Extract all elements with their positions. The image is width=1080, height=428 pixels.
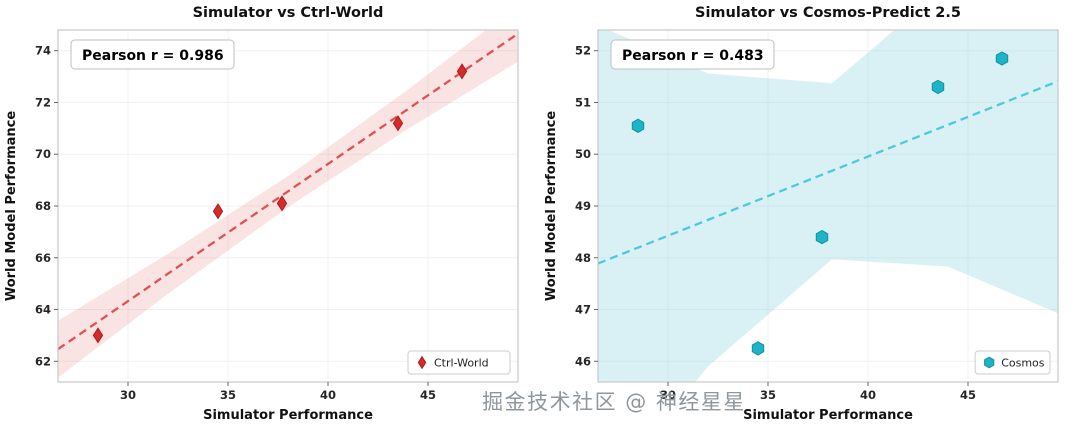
- chart-title: Simulator vs Ctrl-World: [193, 5, 384, 21]
- x-tick-label: 30: [660, 388, 676, 402]
- legend-box: [407, 350, 511, 375]
- data-point: [931, 79, 945, 95]
- y-axis-label: World Model Performance: [544, 111, 559, 302]
- y-tick-label: 47: [575, 303, 591, 317]
- data-point: [92, 327, 104, 344]
- data-point: [392, 115, 404, 132]
- y-tick-label: 49: [575, 199, 591, 213]
- data-point: [456, 63, 468, 80]
- legend-box: [974, 350, 1051, 375]
- pearson-box: [70, 39, 235, 70]
- pearson-annotation: Pearson r = 0.483: [622, 48, 764, 64]
- y-axis-label: World Model Performance: [4, 111, 19, 302]
- chart-svg: 30 35 40 45 62 64 66 68 70 72 74 Simulator vs Ctrl-…: [4, 5, 519, 423]
- y-tick-label: 72: [35, 95, 51, 109]
- y-tick-label: 70: [35, 147, 51, 161]
- chart-svg: 30 35 40 45 46 47 48 49 50 51 52 Simulator vs Cosmo…: [544, 5, 1059, 423]
- y-tick-label: 50: [575, 147, 591, 161]
- y-tick-label: 51: [575, 95, 591, 109]
- legend-marker-icon: [984, 356, 995, 369]
- y-tick-label: 46: [575, 354, 591, 368]
- left-chart-panel: 30 35 40 45 62 64 66 68 70 72 74 Simulator vs Ctrl-…: [4, 5, 519, 423]
- legend-marker-icon: [417, 355, 427, 370]
- data-point: [815, 229, 829, 245]
- y-tick-label: 48: [575, 251, 591, 265]
- x-tick-label: 45: [420, 388, 436, 402]
- y-tick-label: 66: [35, 251, 51, 265]
- x-axis-label: Simulator Performance: [203, 408, 373, 423]
- data-point: [631, 118, 645, 133]
- chart-title: Simulator vs Cosmos-Predict 2.5: [695, 5, 961, 21]
- x-tick-label: 40: [320, 388, 336, 402]
- trend-line: [598, 80, 1058, 265]
- y-tick-label: 62: [35, 354, 51, 368]
- x-tick-label: 35: [760, 388, 776, 402]
- y-tick-label: 52: [575, 44, 591, 58]
- x-tick-label: 45: [960, 388, 976, 402]
- pearson-box: [610, 39, 775, 70]
- y-tick-label: 68: [35, 199, 51, 213]
- right-chart-panel: 30 35 40 45 46 47 48 49 50 51 52 Simulator vs Cosmo…: [540, 0, 1080, 428]
- data-point: [276, 195, 288, 212]
- data-point: [212, 203, 224, 220]
- x-tick-label: 30: [120, 388, 136, 402]
- confidence-band: [58, 30, 518, 378]
- y-tick-label: 64: [35, 303, 51, 317]
- confidence-band: [598, 30, 1058, 382]
- pearson-annotation: Pearson r = 0.986: [82, 48, 224, 64]
- gridlines: [598, 30, 1058, 382]
- x-tick-label: 35: [220, 388, 236, 402]
- data-point: [751, 341, 765, 356]
- data-point: [995, 51, 1009, 66]
- x-tick-label: 40: [860, 388, 876, 402]
- trend-line: [58, 32, 518, 351]
- x-axis-label: Simulator Performance: [743, 408, 913, 423]
- legend-label: Ctrl-World: [434, 357, 489, 370]
- y-tick-label: 74: [35, 44, 51, 58]
- gridlines: [58, 30, 518, 382]
- legend-label: Cosmos: [1001, 357, 1045, 370]
